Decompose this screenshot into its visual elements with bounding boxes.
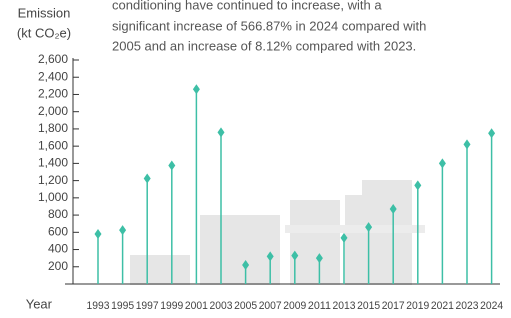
x-tick-label: 1999 [160,300,183,312]
marker [414,180,421,190]
x-tick-label: 2024 [480,300,503,312]
x-tick-label: 2019 [406,300,429,312]
x-tick-label: 2007 [259,300,282,312]
y-tick-label: 2,000 [38,104,68,118]
y-axis-label: (kt CO₂e) [17,25,71,40]
x-tick-label: 2003 [210,300,233,312]
x-tick-label: 1997 [136,300,159,312]
y-tick-label: 1,600 [38,138,68,152]
annotation: 2005 and an increase of 8.12% compared w… [112,38,416,53]
y-tick-label: 1,400 [38,156,68,170]
x-tick-label: 1995 [111,300,134,312]
y-tick-label: 600 [48,224,68,238]
x-tick-label: 2017 [382,300,405,312]
y-tick-label: 800 [48,207,68,221]
marker [464,139,471,149]
marker [218,127,225,137]
x-tick-label: 2001 [185,300,208,312]
x-tick-label: 2015 [357,300,380,312]
marker [95,229,102,239]
y-tick-label: 1,000 [38,190,68,204]
x-tick-label: 2023 [456,300,479,312]
y-tick-label: 2,600 [38,52,68,66]
chart: conditioning have continued to increase,… [0,0,511,318]
y-axis-label: Emission [18,5,71,20]
y-tick-label: 1,800 [38,121,68,135]
marker [168,161,175,171]
background-illustration [130,180,425,285]
x-tick-label: 2011 [308,300,331,312]
x-tick-label: 2021 [431,300,454,312]
y-tick-label: 1,200 [38,173,68,187]
y-tick-label: 2,400 [38,69,68,83]
marker [488,128,495,138]
annotation: significant increase of 566.87% in 2024 … [112,18,426,33]
y-tick-label: 200 [48,259,68,273]
annotation: conditioning have continued to increase,… [112,0,382,12]
x-tick-label: 2009 [283,300,306,312]
x-tick-label: 1993 [87,300,110,312]
x-tick-label: 2013 [333,300,356,312]
marker [193,84,200,94]
marker [119,225,126,235]
x-axis-label: Year [26,296,53,311]
y-tick-label: 2,200 [38,87,68,101]
x-tick-label: 2005 [234,300,257,312]
marker [439,158,446,168]
y-tick-label: 400 [48,242,68,256]
marker [144,173,151,183]
